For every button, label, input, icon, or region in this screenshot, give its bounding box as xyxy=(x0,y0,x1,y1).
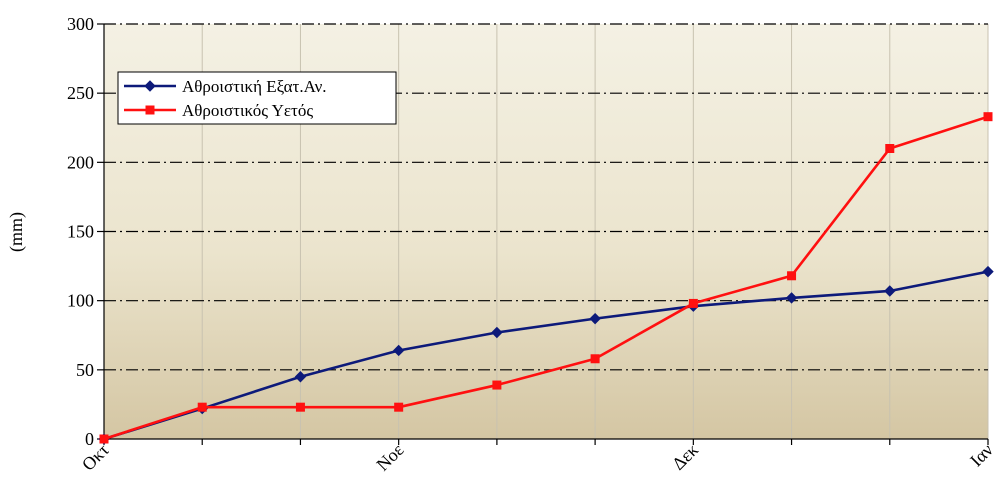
series-point xyxy=(785,292,798,304)
series-point xyxy=(884,285,896,297)
x-tick-label: Δεκ xyxy=(668,440,702,474)
y-tick-label: 50 xyxy=(76,360,94,380)
x-tick-label: Νοε xyxy=(372,439,407,474)
axis-layer: 0 50 100 150 200 250 300 Οκτ Νοε Δεκ Ιαν xyxy=(67,14,997,475)
series-point xyxy=(492,380,502,390)
series-point xyxy=(144,80,156,92)
legend-label: Αθροιστική Εξατ.Αν. xyxy=(182,77,327,96)
series-point xyxy=(688,298,698,308)
series-point xyxy=(590,354,600,364)
series-point xyxy=(885,144,895,153)
series-point xyxy=(394,402,404,412)
series-point xyxy=(392,344,405,357)
series-point xyxy=(982,265,994,278)
series-point xyxy=(491,326,503,339)
series-point xyxy=(197,402,207,412)
series-point xyxy=(99,434,109,444)
y-axis-label: (mm) xyxy=(6,212,27,252)
series-group xyxy=(99,112,993,444)
y-tick-label: 100 xyxy=(67,291,94,311)
legend: Αθροιστική Εξατ.Αν. Αθροιστικός Υετός xyxy=(117,71,397,125)
series-point xyxy=(983,112,993,122)
series-point xyxy=(787,271,797,281)
series-layer xyxy=(98,112,994,445)
y-tick-label: 150 xyxy=(67,222,94,242)
y-tick-label: 250 xyxy=(67,83,94,103)
series-point xyxy=(294,371,307,383)
series-point xyxy=(145,105,155,115)
y-tick-label: 200 xyxy=(67,152,94,172)
legend-label: Αθροιστικός Υετός xyxy=(182,101,313,120)
series-point xyxy=(295,402,305,412)
series-line xyxy=(103,270,989,441)
y-tick-label: 0 xyxy=(85,429,94,449)
series-line xyxy=(103,115,989,441)
y-tick-label: 300 xyxy=(67,14,94,34)
legend-box xyxy=(117,71,397,125)
series-point xyxy=(589,312,601,325)
x-tick-label: Οκτ xyxy=(78,440,113,475)
x-tick-label: Ιαν xyxy=(966,440,997,471)
